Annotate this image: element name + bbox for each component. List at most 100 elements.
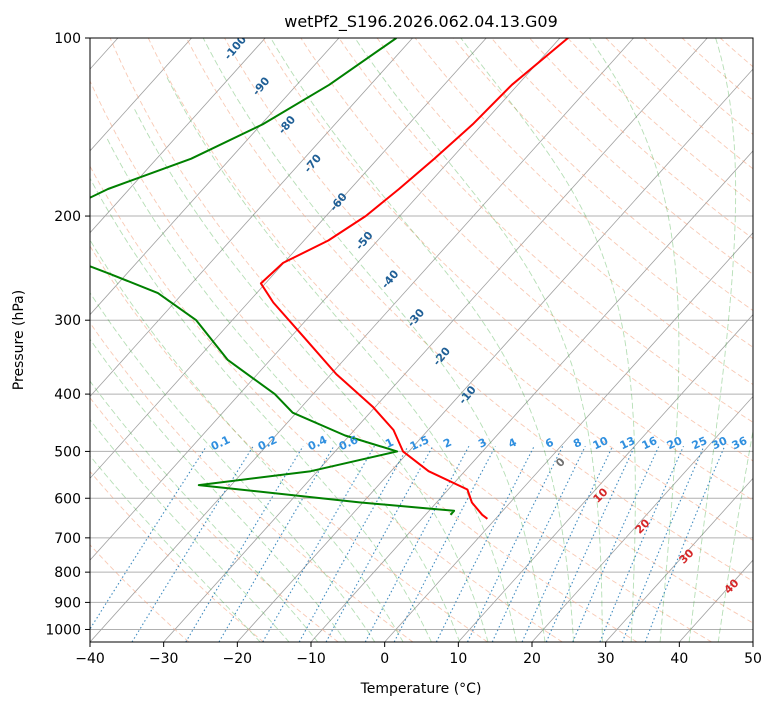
moist-adiabat-line	[354, 38, 603, 642]
temperature-profile-line	[259, 38, 569, 520]
mixing-ratio-line	[599, 445, 685, 642]
moist-adiabat-line	[717, 428, 753, 642]
mixing-ratio-label: 30	[710, 434, 730, 452]
mixing-ratio-line	[393, 445, 496, 642]
x-axis-tick-label: −40	[75, 651, 105, 667]
dry-adiabat-line	[90, 322, 414, 642]
isotherm-line	[90, 38, 487, 479]
dry-adiabat-label: -100	[221, 33, 249, 63]
x-axis-tick-label: 50	[744, 651, 762, 667]
y-axis-tick-label: 200	[54, 209, 81, 225]
dry-adiabat-line	[90, 80, 638, 642]
moist-adiabat-line	[106, 138, 461, 642]
dry-adiabat-line	[719, 38, 753, 68]
mixing-ratio-label: 0.4	[306, 433, 329, 453]
moist-adiabat-line	[688, 38, 737, 642]
mixing-ratio-label: 1.5	[408, 433, 431, 453]
mixing-ratio-line	[90, 445, 207, 631]
mixing-ratio-label: 4	[506, 436, 519, 451]
isotherm-line	[237, 68, 753, 642]
moist-adiabat-line	[460, 38, 636, 642]
dry-adiabat-line	[452, 38, 753, 312]
y-axis-tick-label: 300	[54, 313, 81, 329]
dry-adiabat-line	[414, 38, 753, 348]
axes: −40 −30 −20 −10 0 10 20 30 40 5010020030040050060…	[45, 31, 762, 667]
chart-title: wetPf2_S196.2026.062.04.13.G09	[284, 12, 558, 32]
x-axis-tick-label: −30	[149, 651, 179, 667]
dewpoint-profile-line	[90, 38, 456, 516]
mixing-ratio-label: 25	[690, 434, 709, 452]
moist-adiabat-line	[90, 239, 404, 642]
dry-adiabat-line	[90, 544, 190, 642]
x-axis-tick-label: 40	[670, 651, 688, 667]
dry-adiabat-label: -70	[301, 151, 324, 175]
mixing-ratio-line	[218, 445, 335, 642]
dry-adiabat-line	[567, 38, 753, 205]
moist-adiabat-line	[90, 455, 261, 642]
isotherm-line	[752, 641, 753, 642]
mixing-ratio-label: 13	[618, 434, 637, 452]
y-axis-tick-label: 1000	[45, 622, 81, 638]
dry-adiabat-line	[147, 38, 753, 624]
x-axis-tick-label: 10	[449, 651, 467, 667]
y-axis-tick-label: 600	[54, 491, 81, 507]
dry-adiabat-line	[90, 397, 339, 642]
dry-adiabat-label: -90	[250, 74, 273, 98]
dry-adiabat-line	[376, 38, 753, 386]
isotherm-line	[163, 38, 708, 642]
moist-adiabat-label: 40	[722, 576, 742, 596]
isotherm-line	[605, 477, 753, 642]
dry-adiabat-line	[262, 38, 753, 501]
moist-adiabat-line	[202, 38, 546, 642]
mixing-ratio-line	[572, 445, 660, 642]
moist-adiabat-line	[270, 38, 575, 642]
mixing-ratio-label: 8	[571, 436, 583, 451]
dry-adiabat-label: -50	[353, 229, 376, 253]
dry-adiabat-line	[338, 38, 753, 423]
moist-adiabat-line	[134, 109, 489, 642]
mixing-ratio-label: 3	[476, 436, 488, 451]
dry-adiabat-line	[643, 38, 753, 135]
x-axis-tick-label: 0	[380, 651, 389, 667]
x-axis-tick-label: −10	[296, 651, 326, 667]
isotherm-line	[90, 38, 266, 234]
mixing-ratio-label: 20	[665, 434, 685, 452]
mixing-ratio-line	[644, 445, 726, 642]
isotherm-line	[90, 38, 340, 316]
dry-adiabat-line	[490, 38, 753, 275]
moist-adiabat-label: 30	[677, 546, 697, 566]
dry-adiabat-label: -80	[276, 113, 299, 137]
x-axis-tick-label: 30	[597, 651, 615, 667]
isotherm-line	[310, 150, 753, 642]
y-axis-tick-label: 900	[54, 595, 81, 611]
y-axis-tick-label: 500	[54, 444, 81, 460]
moist-adiabat-line	[90, 177, 432, 642]
isotherm-line	[679, 559, 753, 642]
mixing-ratio-line	[435, 445, 535, 642]
moist-adiabat-line	[90, 291, 376, 642]
mixing-ratio-line	[131, 445, 254, 642]
x-axis-tick-label: −20	[223, 651, 253, 667]
dry-adiabat-line	[300, 38, 753, 462]
x-axis-label: Temperature (°C)	[360, 681, 482, 697]
x-axis-tick-label: 20	[523, 651, 541, 667]
mixing-ratio-label: 10	[591, 434, 611, 452]
plot-frame	[89, 37, 754, 643]
mixing-ratio-line	[467, 445, 564, 642]
isotherm-line	[531, 395, 753, 642]
y-axis-tick-label: 800	[54, 565, 81, 581]
mixing-ratio-label: 0.6	[337, 433, 360, 453]
plot-area	[90, 38, 753, 642]
moist-adiabat-line	[589, 38, 680, 642]
moist-adiabat-line	[165, 75, 517, 642]
dry-adiabat-label: -10	[456, 383, 479, 407]
mixing-ratio-label: 16	[640, 434, 660, 452]
moist-adiabat-label: 20	[633, 516, 653, 536]
isotherm-line	[90, 38, 192, 152]
moist-adiabat-line	[90, 419, 290, 642]
moist-adiabat-label: 0	[553, 455, 568, 470]
moist-adiabat-line	[90, 380, 319, 642]
isotherm-line	[90, 38, 634, 642]
mixing-ratio-line	[298, 445, 409, 642]
